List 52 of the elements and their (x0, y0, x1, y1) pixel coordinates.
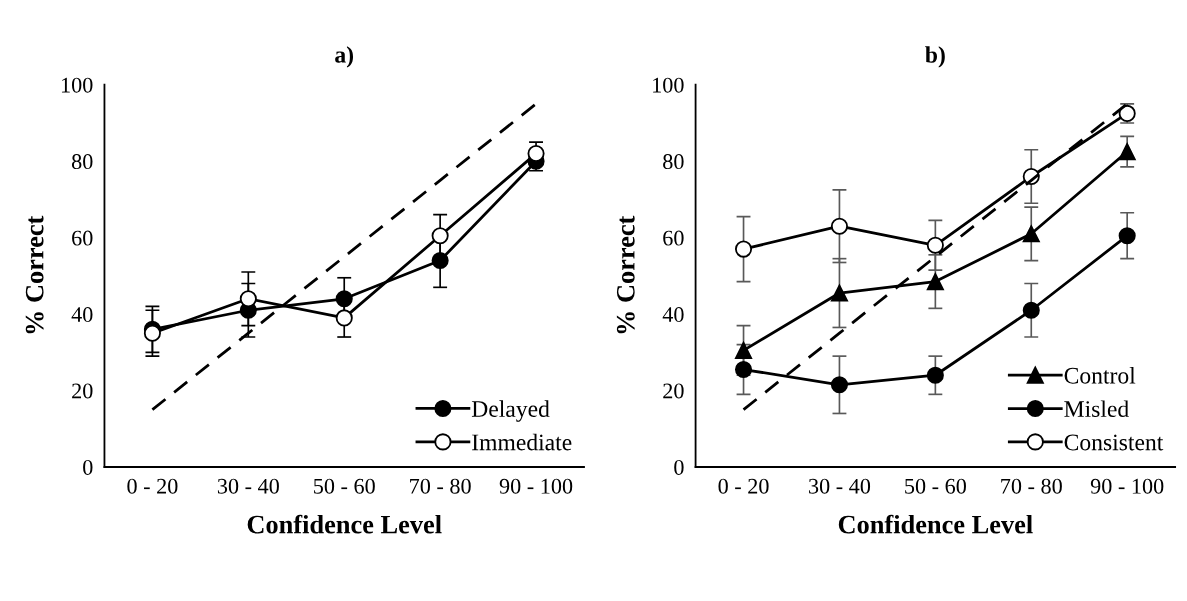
point (830, 217, 848, 235)
point (1118, 227, 1136, 245)
point (431, 252, 449, 270)
chart-title: a) (335, 46, 354, 68)
x-tick-label: 90 - 100 (1090, 478, 1164, 494)
x-tick-label: 0 - 20 (718, 478, 769, 494)
x-tick-label: 50 - 60 (905, 478, 966, 494)
x-tick-label: 30 - 40 (809, 478, 871, 494)
legend-label: Immediate (472, 433, 572, 451)
y-tick-label: 100 (653, 77, 684, 93)
point (335, 309, 353, 327)
y-axis-title: % Correct (616, 215, 635, 334)
point (431, 227, 449, 245)
point (734, 341, 753, 359)
y-axis-title: % Correct (25, 215, 44, 334)
x-axis-title: Confidence Level (838, 514, 1033, 534)
legend-label: Consistent (1064, 434, 1164, 451)
y-tick-label: 80 (71, 154, 93, 170)
x-tick-label: 70 - 80 (1001, 478, 1062, 494)
point (926, 236, 944, 254)
legend-label: Delayed (471, 400, 550, 422)
point (1118, 143, 1136, 161)
x-tick-label: 0 - 20 (127, 478, 178, 494)
point (830, 376, 848, 394)
point (734, 360, 753, 379)
x-axis-title: Confidence Level (247, 514, 442, 534)
legend-label: Misled (1064, 400, 1129, 418)
y-tick-label: 20 (663, 383, 684, 399)
x-tick-label: 70 - 80 (410, 478, 471, 494)
x-tick-label: 50 - 60 (314, 478, 375, 494)
y-tick-label: 0 (83, 459, 93, 475)
point (830, 284, 848, 302)
chart-title: b) (925, 46, 945, 68)
point (1022, 225, 1040, 243)
point (926, 366, 944, 384)
y-tick-label: 0 (674, 459, 684, 475)
x-tick-label: 30 - 40 (217, 478, 279, 494)
y-tick-label: 100 (61, 77, 93, 93)
y-tick-label: 40 (662, 307, 684, 323)
y-tick-label: 80 (663, 154, 684, 170)
y-tick-label: 20 (72, 383, 93, 399)
point (143, 324, 161, 342)
point (239, 290, 257, 308)
point (335, 290, 353, 308)
point (734, 240, 753, 258)
point (1022, 301, 1040, 319)
y-tick-label: 60 (72, 230, 93, 246)
legend-label: Control (1064, 367, 1136, 384)
point (926, 273, 944, 291)
y-tick-label: 60 (663, 230, 684, 246)
x-tick-label: 90 - 100 (499, 478, 573, 494)
y-tick-label: 40 (71, 307, 93, 323)
